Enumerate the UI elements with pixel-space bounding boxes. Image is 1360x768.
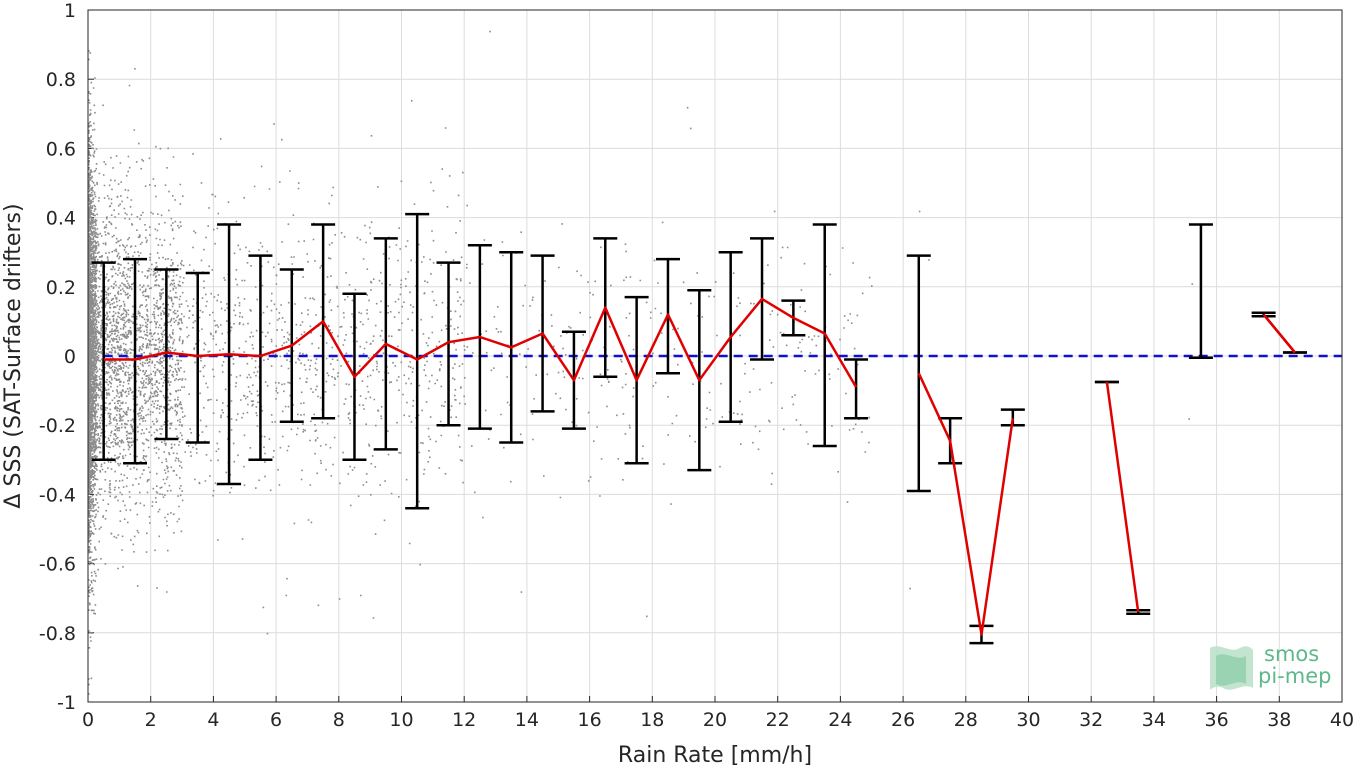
x-tick-label: 28 (954, 709, 978, 731)
smos-pimep-logo: smos pi-mep (1210, 642, 1331, 690)
y-tick-label: -0.4 (39, 484, 76, 506)
y-tick-label: 0.4 (46, 208, 76, 230)
y-tick-label: 0.8 (46, 69, 76, 91)
mean-line-segment (917, 372, 1015, 636)
logo-text-smos: smos (1264, 642, 1319, 666)
x-tick-label: 14 (515, 709, 539, 731)
x-tick-label: 30 (1016, 709, 1040, 731)
y-tick-label: 0 (64, 346, 76, 368)
x-tick-label: 24 (828, 709, 852, 731)
y-tick-label: -0.6 (39, 554, 76, 576)
x-tick-label: 32 (1079, 709, 1103, 731)
plot-frame (87, 9, 1343, 703)
y-tick-label: 0.6 (46, 138, 76, 160)
x-tick-label: 22 (766, 709, 790, 731)
y-tick-label: -1 (57, 692, 76, 714)
error-bar (185, 271, 210, 444)
error-bar (248, 254, 273, 462)
logo-text-pimep: pi-mep (1258, 664, 1331, 688)
x-tick-label: 26 (891, 709, 915, 731)
x-tick-label: 20 (703, 709, 727, 731)
x-tick-label: 40 (1330, 709, 1354, 731)
error-bar (844, 358, 869, 420)
x-tick-label: 4 (207, 709, 219, 731)
error-bar (906, 254, 931, 493)
error-bar (154, 268, 179, 441)
y-tick-labels: 1 0.8 0.6 0.4 0.2 0 -0.2 -0.4 -0.6 -0.8 -1 (39, 0, 76, 714)
y-axis-label: Δ SSS (SAT-Surface drifters) (1, 203, 26, 508)
x-axis-label: Rain Rate [mm/h] (618, 743, 812, 768)
mean-line-segment (103, 297, 858, 388)
x-tick-label: 34 (1142, 709, 1166, 731)
x-tick-label: 6 (270, 709, 282, 731)
mean-line-segment (1262, 313, 1296, 354)
error-bar (436, 261, 461, 427)
x-tick-labels: 0 2 4 6 8 10 12 14 16 18 20 22 24 26 28 30 32 34 36 38 40 (82, 709, 1354, 731)
mean-line-segment (1105, 381, 1140, 613)
y-tick-label: 1 (64, 0, 76, 22)
logo-wave-icon-front (1216, 654, 1246, 686)
x-tick-label: 12 (452, 709, 476, 731)
x-tick-label: 0 (82, 709, 94, 731)
x-tick-label: 16 (578, 709, 602, 731)
error-bar (91, 261, 116, 462)
x-tick-label: 38 (1267, 709, 1291, 731)
x-tick-label: 18 (640, 709, 664, 731)
error-bar (123, 257, 148, 465)
y-tick-label: -0.8 (39, 623, 76, 645)
x-tick-label: 36 (1205, 709, 1229, 731)
mean-line (103, 297, 1296, 636)
x-tick-label: 10 (389, 709, 413, 731)
x-tick-label: 2 (145, 709, 157, 731)
y-tick-label: 0.2 (46, 277, 76, 299)
error-bar (405, 212, 430, 510)
x-tick-label: 8 (333, 709, 345, 731)
y-tick-label: -0.2 (39, 415, 76, 437)
error-bar (1188, 223, 1213, 359)
